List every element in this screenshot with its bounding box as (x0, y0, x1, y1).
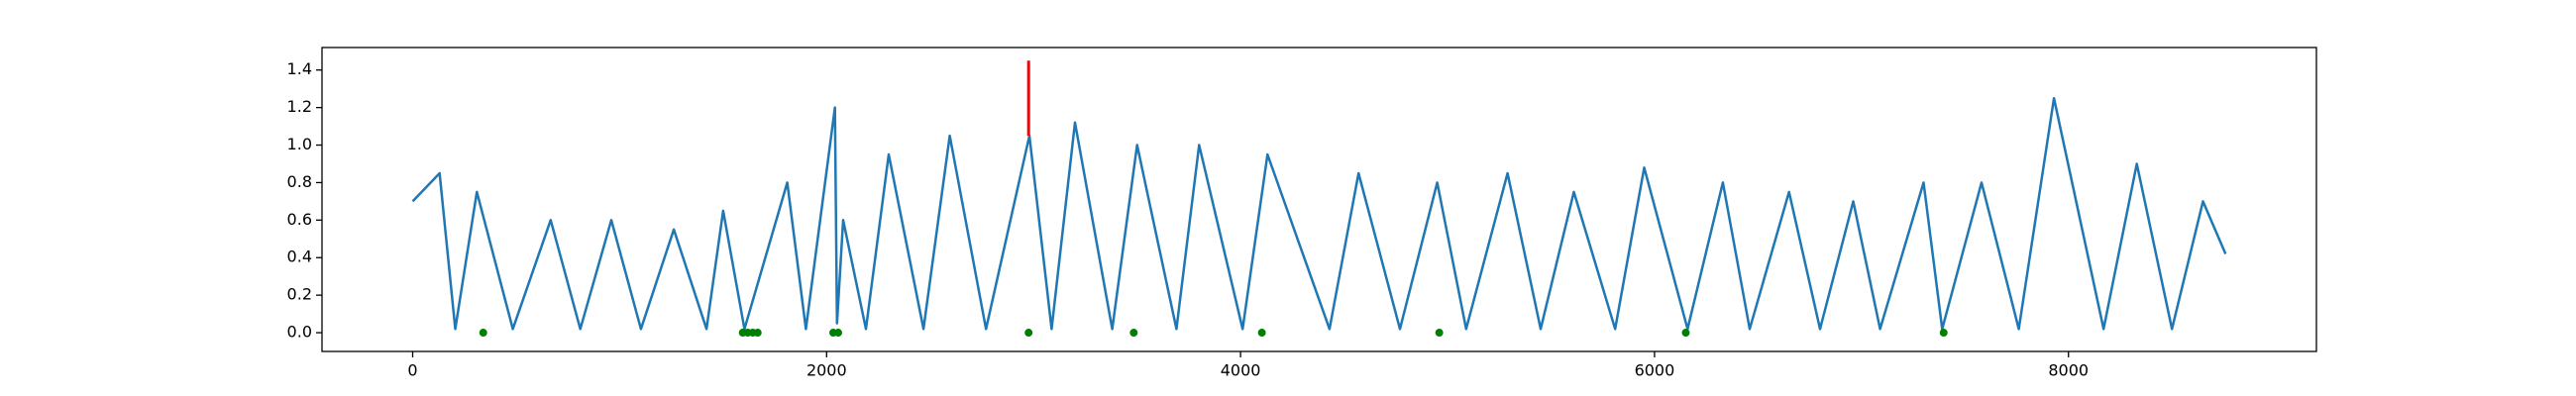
y-tick-label: 0.2 (287, 285, 312, 304)
point (1939, 329, 1948, 338)
point (753, 329, 762, 338)
y-tick-label: 0.6 (287, 210, 312, 229)
x-tick-label: 4000 (1221, 361, 1261, 380)
point (1681, 329, 1690, 338)
y-tick-label: 0.8 (287, 172, 312, 191)
plot-frame (321, 47, 2317, 352)
point (834, 329, 843, 338)
y-tick-label: 0.4 (287, 248, 312, 266)
x-tick-label: 0 (407, 361, 417, 380)
point (479, 329, 487, 338)
x-tick-label: 8000 (2048, 361, 2089, 380)
y-tick-label: 1.0 (287, 135, 312, 153)
point (1435, 329, 1444, 338)
x-tick-label: 2000 (806, 361, 847, 380)
line (411, 96, 2227, 331)
point (1129, 329, 1138, 338)
y-tick-label: 1.2 (287, 97, 312, 116)
x-tick-label: 6000 (1635, 361, 1675, 380)
point (1024, 329, 1033, 338)
y-tick-label: 0.0 (287, 323, 312, 342)
y-tick-label: 1.4 (287, 59, 312, 78)
point (1257, 329, 1266, 338)
